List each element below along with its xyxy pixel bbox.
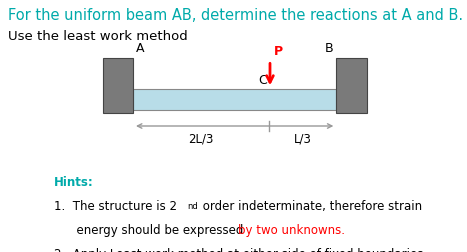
Text: nd: nd <box>187 202 198 211</box>
Bar <box>103 58 133 113</box>
Text: 2L/3: 2L/3 <box>188 132 213 145</box>
Text: 2.  Apply Least work method at either side of fixed boundaries.: 2. Apply Least work method at either sid… <box>54 248 427 252</box>
Text: order indeterminate, therefore strain: order indeterminate, therefore strain <box>199 200 423 213</box>
Text: A: A <box>135 42 144 55</box>
Text: by two unknowns.: by two unknowns. <box>238 224 345 237</box>
Text: C: C <box>258 74 267 87</box>
Bar <box>133 89 336 110</box>
Text: For the uniform beam AB, determine the reactions at A and B.: For the uniform beam AB, determine the r… <box>8 8 463 23</box>
Text: Hints:: Hints: <box>54 176 93 190</box>
Text: 1.  The structure is 2: 1. The structure is 2 <box>54 200 177 213</box>
Bar <box>336 58 367 113</box>
Text: P: P <box>274 45 283 58</box>
Text: Use the least work method: Use the least work method <box>8 30 188 43</box>
Text: L/3: L/3 <box>293 132 311 145</box>
Text: B: B <box>325 42 333 55</box>
Text: energy should be expressed: energy should be expressed <box>54 224 247 237</box>
